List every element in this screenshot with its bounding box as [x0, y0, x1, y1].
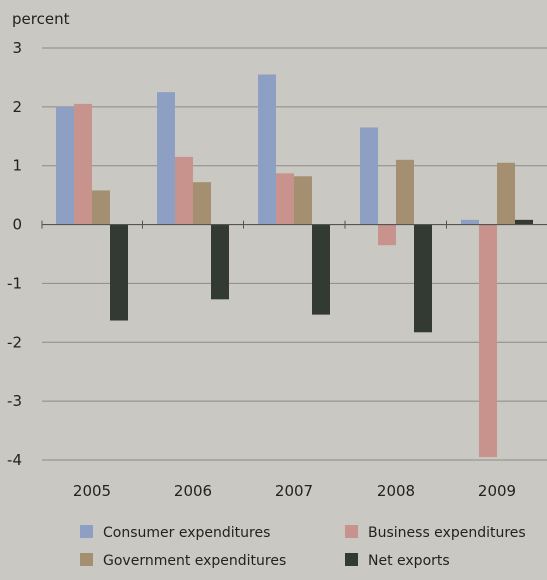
bar	[497, 163, 515, 225]
bar	[74, 104, 92, 225]
x-tick-label: 2006	[174, 482, 212, 500]
y-tick-label: -4	[7, 451, 22, 469]
bar	[193, 182, 211, 224]
bar	[175, 157, 193, 225]
bar	[110, 225, 128, 321]
legend-swatch	[345, 553, 358, 566]
x-tick-label: 2007	[275, 482, 313, 500]
bar	[515, 220, 533, 225]
x-tick-label: 2008	[377, 482, 415, 500]
legend-label: Government expenditures	[103, 553, 286, 569]
legend: Consumer expenditures Business expenditur…	[80, 525, 526, 569]
y-tick-label: -1	[7, 274, 22, 292]
bar	[378, 225, 396, 246]
bar	[414, 225, 432, 333]
bar	[312, 225, 330, 315]
bar	[211, 225, 229, 300]
y-tick-label: 1	[12, 157, 22, 175]
bar	[157, 92, 175, 224]
legend-swatch	[80, 553, 93, 566]
x-tick-label: 2005	[73, 482, 111, 500]
y-axis-label: percent	[12, 10, 70, 28]
legend-label: Business expenditures	[368, 525, 526, 541]
bar	[461, 220, 479, 225]
y-tick-label: 0	[12, 216, 22, 234]
legend-label: Net exports	[368, 553, 450, 569]
y-tick-label: 2	[12, 98, 22, 116]
bar	[56, 107, 74, 225]
bar	[360, 127, 378, 224]
legend-swatch	[345, 525, 358, 538]
bar	[396, 160, 414, 225]
bars	[56, 74, 533, 457]
y-tick-label: 3	[12, 39, 22, 57]
bar	[294, 176, 312, 224]
bar	[479, 225, 497, 457]
bar	[258, 74, 276, 224]
x-tick-label: 2009	[478, 482, 516, 500]
y-tick-label: -3	[7, 392, 22, 410]
bar	[92, 190, 110, 224]
y-tick-label: -2	[7, 333, 22, 351]
legend-swatch	[80, 525, 93, 538]
legend-label: Consumer expenditures	[103, 525, 270, 541]
bar	[276, 173, 294, 224]
